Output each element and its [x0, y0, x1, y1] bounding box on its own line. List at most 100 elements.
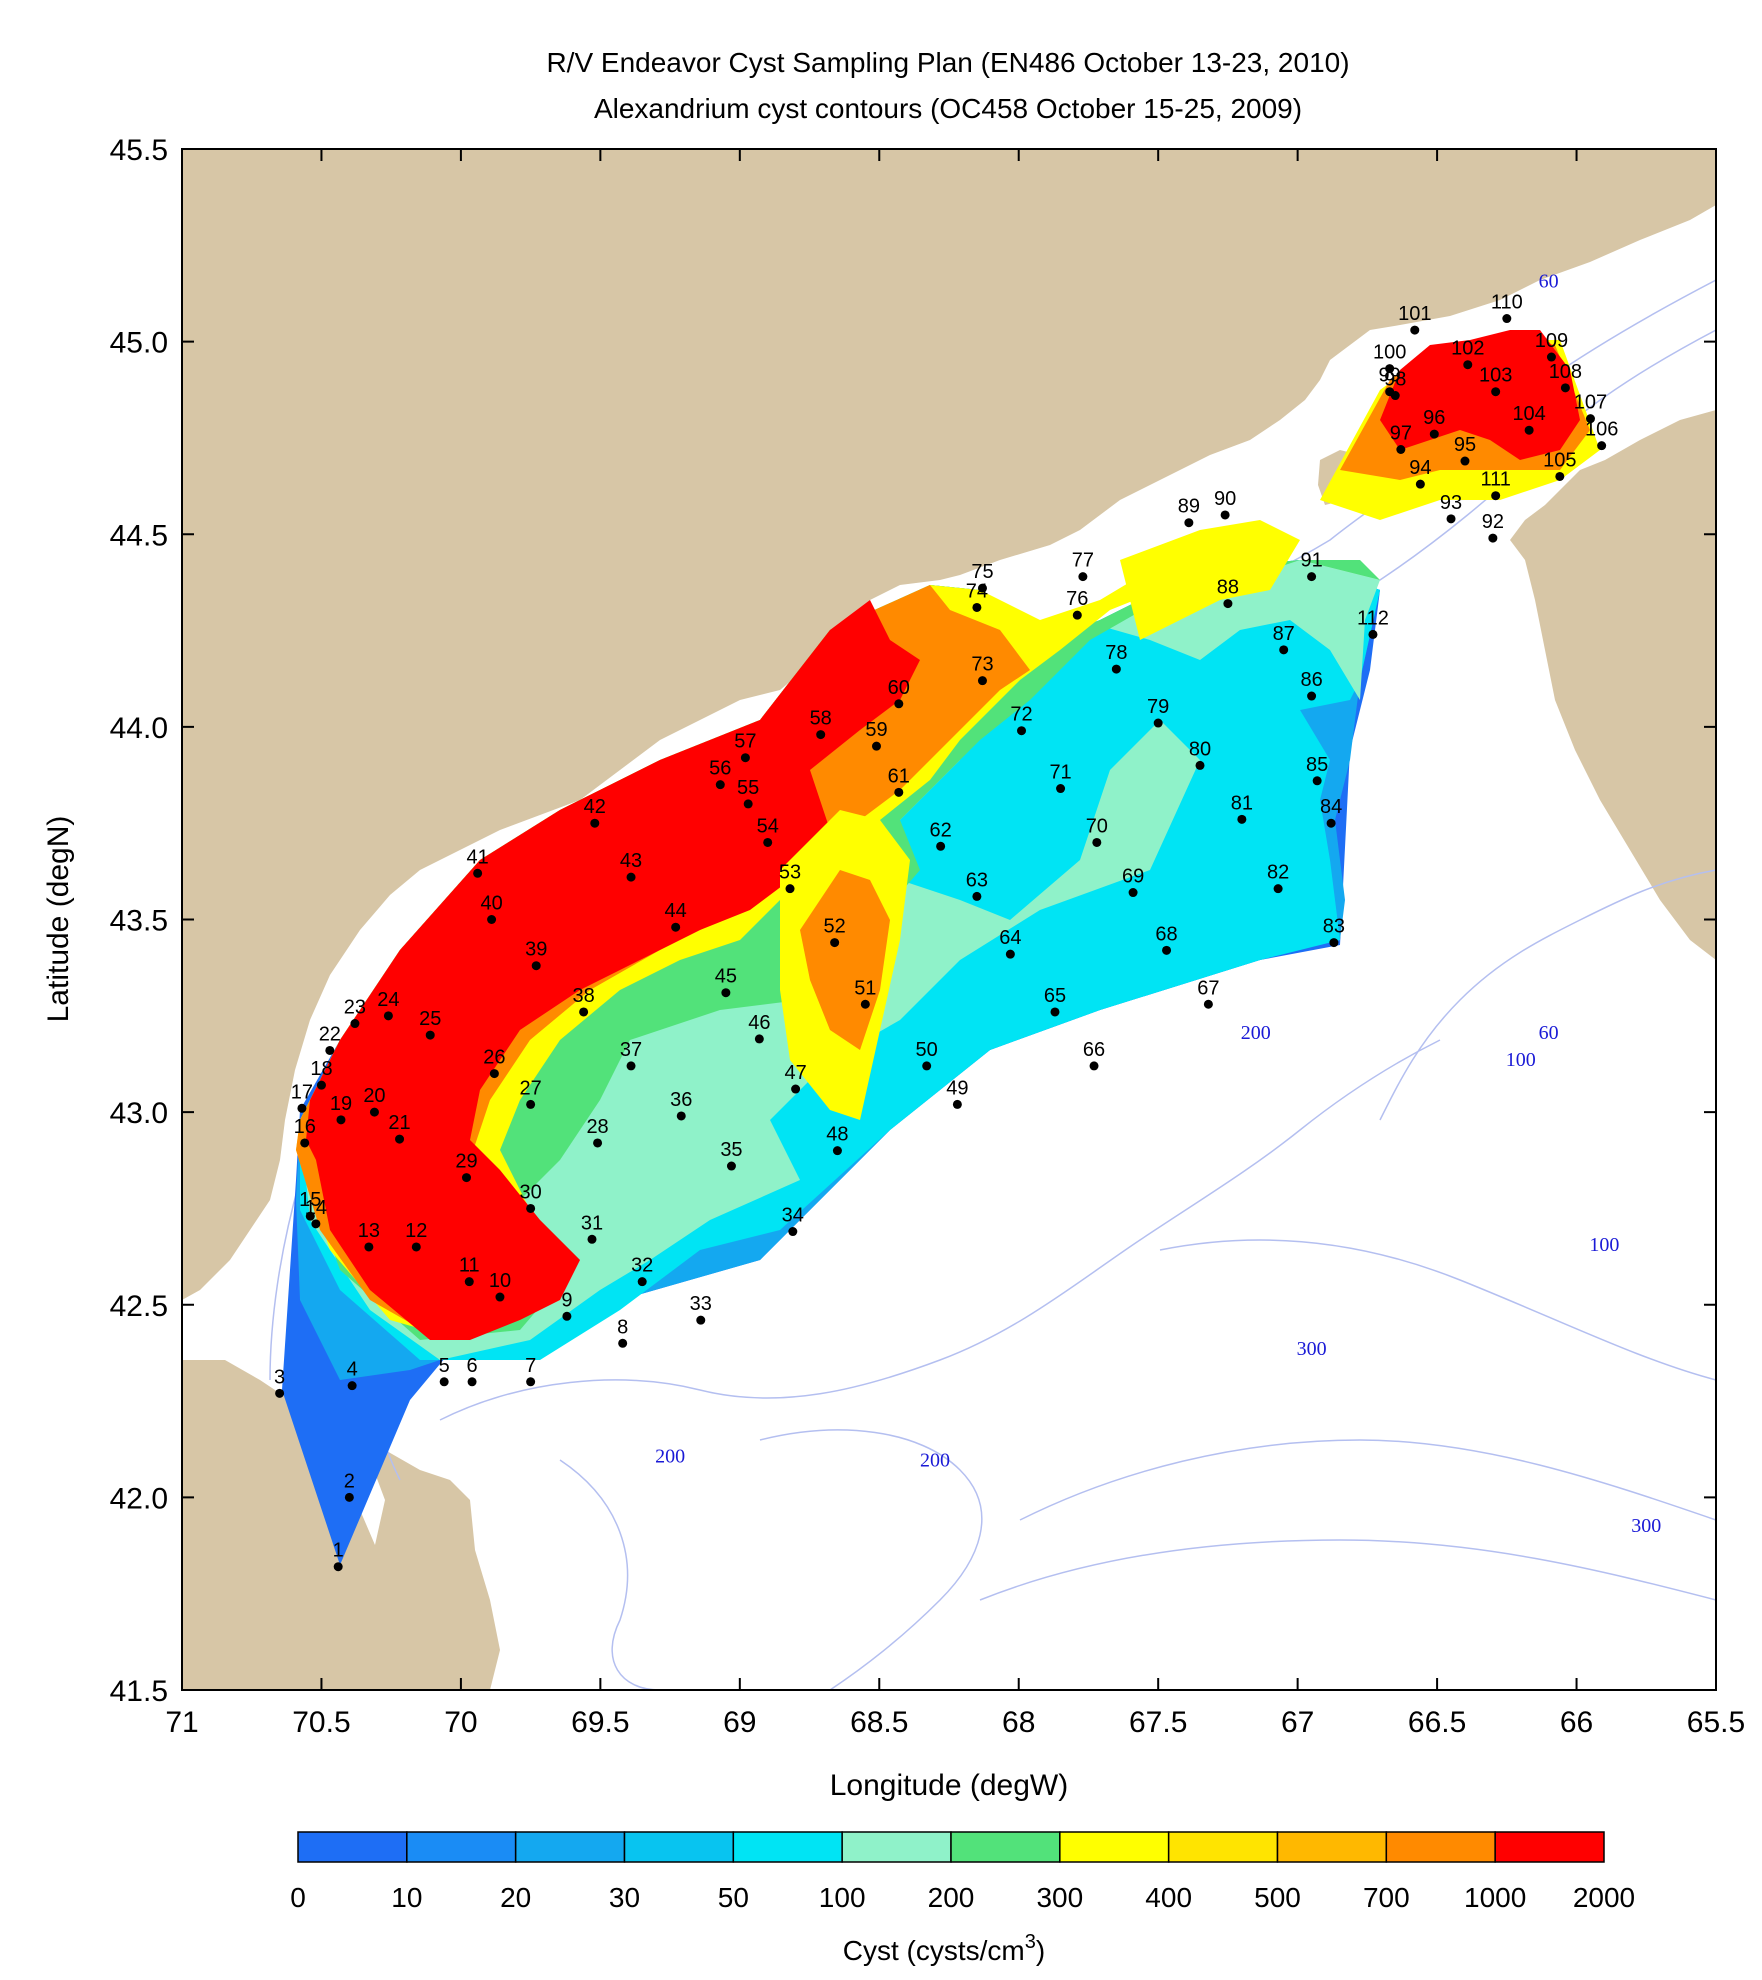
- station-marker: [311, 1219, 321, 1229]
- station-label: 86: [1300, 669, 1322, 691]
- y-tick-label: 42.5: [110, 1290, 168, 1323]
- station-marker: [411, 1242, 421, 1252]
- contour-band-1000-2000: [306, 600, 920, 1340]
- station-label: 111: [1480, 469, 1510, 491]
- station-label: 103: [1479, 365, 1512, 387]
- station-marker: [972, 602, 982, 612]
- station-label: 45: [715, 966, 737, 988]
- colorbar-swatch: [623, 1831, 735, 1863]
- station-label: 39: [525, 939, 547, 961]
- station-label: 102: [1451, 338, 1484, 360]
- x-tick-label: 69.5: [571, 1706, 629, 1739]
- station-marker: [1017, 726, 1027, 736]
- station-label: 83: [1323, 916, 1345, 938]
- station-marker: [936, 841, 946, 851]
- depth-label: 300: [1297, 1338, 1327, 1360]
- colorbar-tick-label: 2000: [1573, 1882, 1635, 1913]
- colorbar-label-close: ): [1036, 1935, 1045, 1966]
- station-marker: [316, 1080, 326, 1090]
- station-label: 32: [631, 1255, 653, 1277]
- station-label: 66: [1083, 1039, 1105, 1061]
- colorbar-tick-label: 400: [1145, 1882, 1192, 1913]
- station-marker: [977, 676, 987, 686]
- y-tick-label: 45.0: [110, 327, 168, 360]
- station-marker: [487, 915, 497, 924]
- station-label: 67: [1197, 977, 1219, 999]
- station-label: 90: [1214, 488, 1236, 510]
- depth-contour-300-a: [1159, 1239, 1716, 1381]
- station-marker: [562, 1311, 572, 1321]
- station-label: 101: [1398, 303, 1431, 325]
- station-marker: [1307, 691, 1317, 701]
- station-marker: [526, 1203, 536, 1213]
- station-label: 72: [1010, 704, 1032, 726]
- station-label: 28: [586, 1116, 608, 1138]
- station-marker: [1502, 314, 1512, 324]
- station-marker: [439, 1377, 449, 1387]
- station-label: 22: [319, 1023, 341, 1045]
- station-label: 25: [419, 1008, 441, 1030]
- station-marker: [1488, 533, 1498, 543]
- station-label: 68: [1155, 923, 1177, 945]
- station-label: 80: [1189, 738, 1211, 760]
- station-marker: [726, 1161, 736, 1171]
- station-marker: [894, 787, 904, 797]
- station-marker: [350, 1019, 360, 1029]
- colorbar-swatch: [514, 1831, 626, 1863]
- station-label: 58: [810, 708, 832, 730]
- station-marker: [860, 999, 870, 1009]
- station-label: 56: [709, 758, 731, 780]
- station-label: 69: [1122, 866, 1144, 888]
- station-label: 87: [1273, 623, 1295, 645]
- station-marker: [1585, 414, 1595, 424]
- station-label: 59: [865, 719, 887, 741]
- station-label: 2: [344, 1470, 355, 1492]
- depth-contour-200-georges: [759, 1429, 983, 1690]
- station-label: 18: [310, 1058, 332, 1080]
- station-label: 31: [581, 1212, 603, 1234]
- colorbar: 0 10 20 30 50 100 200 300 400 500 700 1000 2000: [290, 1831, 1635, 1913]
- station-marker: [1307, 572, 1317, 582]
- depth-contour-300-c: [979, 1539, 1716, 1601]
- y-tick-label: 43.0: [110, 1097, 168, 1130]
- station-marker: [1078, 572, 1088, 582]
- station-label: 38: [573, 985, 595, 1007]
- station-marker: [297, 1103, 307, 1113]
- depth-label: 100: [1506, 1049, 1536, 1071]
- station-label: 107: [1574, 392, 1607, 414]
- station-label: 75: [971, 561, 993, 583]
- station-label: 77: [1072, 550, 1094, 572]
- station-marker: [740, 753, 750, 763]
- station-marker: [671, 922, 681, 932]
- station-marker: [1203, 999, 1213, 1009]
- station-label: 57: [734, 731, 756, 753]
- station-marker: [1597, 441, 1607, 451]
- station-marker: [816, 730, 826, 740]
- y-tick-label: 44.0: [110, 712, 168, 745]
- station-label: 62: [930, 819, 952, 841]
- colorbar-label-text: Cyst (cysts/cm: [843, 1935, 1025, 1966]
- station-marker: [1005, 949, 1015, 959]
- station-marker: [1368, 629, 1378, 639]
- station-label: 61: [888, 765, 910, 787]
- station-label: 105: [1543, 449, 1576, 471]
- station-marker: [336, 1115, 346, 1125]
- station-label: 70: [1086, 815, 1108, 837]
- station-label: 73: [971, 654, 993, 676]
- depth-label: 100: [1589, 1234, 1619, 1256]
- station-label: 78: [1105, 642, 1127, 664]
- station-label: 88: [1217, 577, 1239, 599]
- station-marker: [1524, 425, 1534, 435]
- contour-maine-nearshore-yellow: [1120, 520, 1300, 640]
- station-marker: [626, 872, 636, 882]
- station-label: 94: [1409, 457, 1431, 479]
- y-axis: 45.5 45.0 44.5 44.0 43.5 43.0 42.5 42.0 41.5: [110, 134, 1716, 1708]
- colorbar-tick-label: 0: [290, 1882, 306, 1913]
- station-label: 54: [757, 815, 779, 837]
- x-axis: 71 70.5 70 69.5 69 68.5 68 67.5 67 66.5 66 65.5: [165, 149, 1745, 1739]
- station-marker: [1415, 479, 1425, 489]
- station-marker: [461, 1173, 471, 1183]
- station-marker: [894, 699, 904, 709]
